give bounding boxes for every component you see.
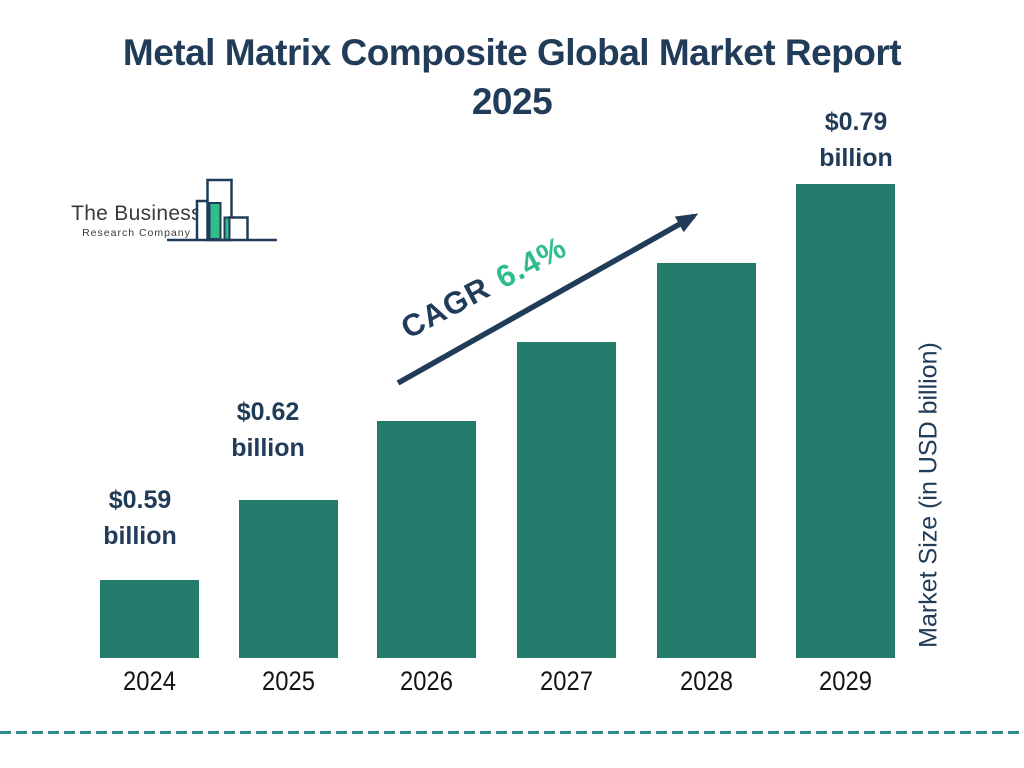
x-tick-2027: 2027 bbox=[540, 666, 593, 696]
page-title: Metal Matrix Composite Global Market Rep… bbox=[122, 32, 902, 122]
data-label-2025-unit: billion bbox=[231, 434, 305, 462]
logo-company-subtitle: Research Company bbox=[82, 227, 191, 239]
x-tick-2028: 2028 bbox=[680, 666, 733, 696]
data-label-2024-unit: billion bbox=[103, 522, 177, 550]
bar-2026 bbox=[377, 421, 476, 658]
bar-chart-logo-icon bbox=[167, 178, 277, 242]
bar-2025 bbox=[239, 500, 338, 658]
data-label-2024: $0.59 billion bbox=[60, 482, 220, 554]
cagr-label: CAGR bbox=[395, 269, 496, 346]
y-axis-label: Market Size (in USD billion) bbox=[914, 342, 943, 648]
data-label-2025: $0.62 billion bbox=[188, 394, 348, 466]
bar-2028 bbox=[657, 263, 756, 658]
data-label-2025-value: $0.62 bbox=[236, 398, 300, 426]
x-tick-2024: 2024 bbox=[123, 666, 176, 696]
data-label-2029-value: $0.79 bbox=[824, 108, 888, 136]
cagr-value: 6.4% bbox=[489, 229, 573, 296]
bottom-dashed-divider bbox=[0, 731, 1024, 734]
bar-2027 bbox=[517, 342, 616, 658]
x-tick-2026: 2026 bbox=[400, 666, 453, 696]
x-tick-2025: 2025 bbox=[262, 666, 315, 696]
data-label-2029-unit: billion bbox=[819, 144, 893, 172]
logo-company-name: The Business bbox=[71, 202, 202, 225]
cagr-annotation: CAGR6.4% bbox=[395, 229, 574, 350]
data-label-2024-value: $0.59 bbox=[108, 486, 172, 514]
data-label-2029: $0.79 billion bbox=[776, 104, 936, 176]
bar-2029 bbox=[796, 184, 895, 658]
x-tick-2029: 2029 bbox=[819, 666, 872, 696]
company-logo-text: The Business Research Company bbox=[71, 202, 202, 239]
bar-2024 bbox=[100, 580, 199, 658]
